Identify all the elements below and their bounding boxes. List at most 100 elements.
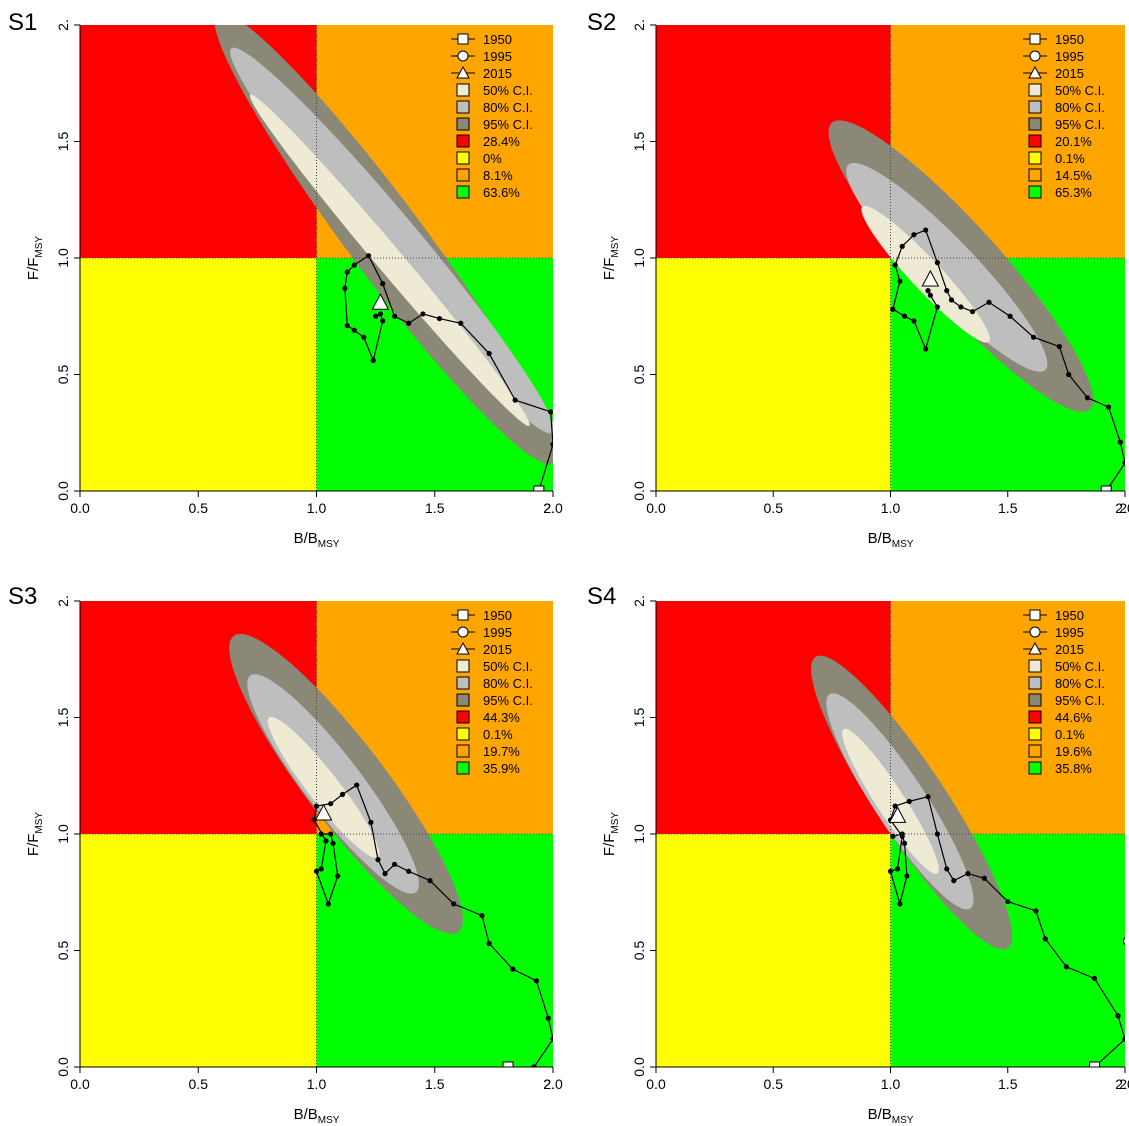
legend-label: 19.7% (483, 744, 520, 759)
panel-title: S3 (8, 583, 37, 610)
x-tick-label-edge: 2. (543, 500, 555, 516)
legend-swatch (456, 168, 470, 182)
trajectory-point (351, 262, 357, 268)
ci-ellipse (861, 205, 990, 343)
legend-label: 50% C.I. (1055, 659, 1105, 674)
legend-label: 1950 (483, 608, 512, 623)
panel-s3: 0.0 0.5 1.0 1.5 2.02.0.00.51.01.52.B/BMSYF/F… (8, 583, 563, 1126)
legend-label: 1995 (1055, 625, 1084, 640)
marker-1995 (571, 373, 583, 385)
legend-swatch (456, 710, 470, 724)
trajectory-point (944, 866, 950, 872)
trajectory-point (370, 357, 376, 364)
trajectory-point (548, 409, 553, 415)
ci-ellipse (846, 162, 1048, 372)
legend-circle (1029, 50, 1041, 62)
trajectory-point (1033, 908, 1039, 914)
legend-label: 63.6% (483, 185, 520, 200)
legend-label: 1995 (1055, 49, 1084, 64)
trajectory-point (344, 322, 350, 329)
legend-swatch (1028, 151, 1042, 165)
marker-1950 (533, 485, 545, 491)
trajectory-point (1105, 404, 1112, 410)
legend-label: 50% C.I. (483, 83, 533, 98)
y-tick-label: 0.5 (631, 941, 647, 961)
x-tick-label: 0.5 (189, 500, 209, 516)
x-tick-label: 2.0 (543, 500, 563, 516)
trajectory-point (1056, 343, 1062, 350)
legend-swatch (456, 134, 470, 148)
marker-2015 (371, 293, 390, 310)
trajectory-point (925, 794, 931, 800)
legend-square (1029, 33, 1041, 45)
legend-swatch (456, 693, 470, 707)
y-tick-label: 1.0 (631, 248, 647, 268)
legend-label: 1995 (483, 625, 512, 640)
x-axis-title: B/BMSY (294, 530, 340, 550)
panel-title: S1 (8, 9, 37, 36)
trajectory-point (313, 803, 320, 809)
legend: 1950 1995 2015 50% C.I. 80% C.I. 95% C.I. 20.1… (1023, 32, 1105, 200)
quadrant-yellow (80, 834, 317, 1067)
trajectory-point (365, 253, 372, 259)
legend-label: 2015 (1055, 642, 1084, 657)
trajectory-point (377, 311, 383, 317)
plot-area (656, 25, 1125, 491)
trajectory-point (927, 292, 933, 298)
legend-circle (1029, 626, 1041, 638)
x-tick-label: 1.0 (881, 1076, 901, 1092)
legend-swatch (1028, 710, 1042, 724)
legend-label: 0.1% (483, 727, 513, 742)
trajectory-point (512, 397, 518, 403)
x-tick-label: 0.5 (764, 1076, 784, 1092)
x-tick-label: 0.0 (70, 500, 90, 516)
y-tick-label: 1.0 (631, 824, 647, 844)
y-axis-title-sub: MSY (34, 812, 45, 834)
trajectory-point (375, 857, 381, 863)
x-axis-title-sub: MSY (318, 1115, 340, 1126)
trajectory-point (382, 871, 388, 877)
trajectory-point (1007, 313, 1013, 319)
y-tick-label: 2. (631, 19, 647, 31)
x-tick-label: 1.5 (425, 1076, 445, 1092)
legend-swatch (1028, 693, 1042, 707)
trajectory-point (380, 281, 386, 287)
legend-square (457, 33, 469, 45)
legend-label: 44.6% (1055, 710, 1092, 725)
trajectory-point (1122, 460, 1125, 466)
x-tick-label: 1.5 (998, 500, 1018, 516)
x-tick-label-edge: 2 (1119, 1076, 1127, 1092)
legend-swatch (1028, 168, 1042, 182)
y-tick-label: 0.5 (55, 365, 71, 385)
trajectory-point (965, 871, 971, 877)
legend-swatch (456, 659, 470, 673)
y-tick-label: 0.5 (631, 365, 647, 385)
trajectory-point (934, 304, 941, 310)
trajectory-point (406, 868, 412, 874)
trajectory-point (373, 313, 379, 319)
ci-ellipse (842, 728, 939, 875)
x-axis-title: B/BMSY (294, 1106, 340, 1126)
legend-swatch (1028, 100, 1042, 114)
y-tick-label: 0.0 (631, 1057, 647, 1077)
legend-label: 95% C.I. (483, 693, 533, 708)
trajectory-point (948, 297, 955, 303)
trajectory-point (486, 350, 492, 357)
x-tick-label: 0.5 (189, 1076, 209, 1092)
trajectory-point (944, 288, 950, 294)
y-tick-label: 2. (55, 19, 71, 31)
y-tick-label: 2. (631, 595, 647, 607)
legend-circle (457, 626, 469, 638)
plot-area (656, 601, 1125, 1067)
legend-swatch (456, 727, 470, 741)
legend-label: 0.1% (1055, 151, 1085, 166)
trajectory-point (890, 306, 896, 312)
y-tick-label: 0.5 (55, 941, 71, 961)
legend-label: 1950 (1055, 32, 1084, 47)
trajectory-point (1091, 975, 1098, 982)
legend-label: 20.1% (1055, 134, 1092, 149)
legend-swatch (1028, 83, 1042, 97)
legend-swatch (1028, 185, 1042, 199)
y-tick-label: 0.0 (55, 481, 71, 501)
plot-area (80, 25, 583, 491)
